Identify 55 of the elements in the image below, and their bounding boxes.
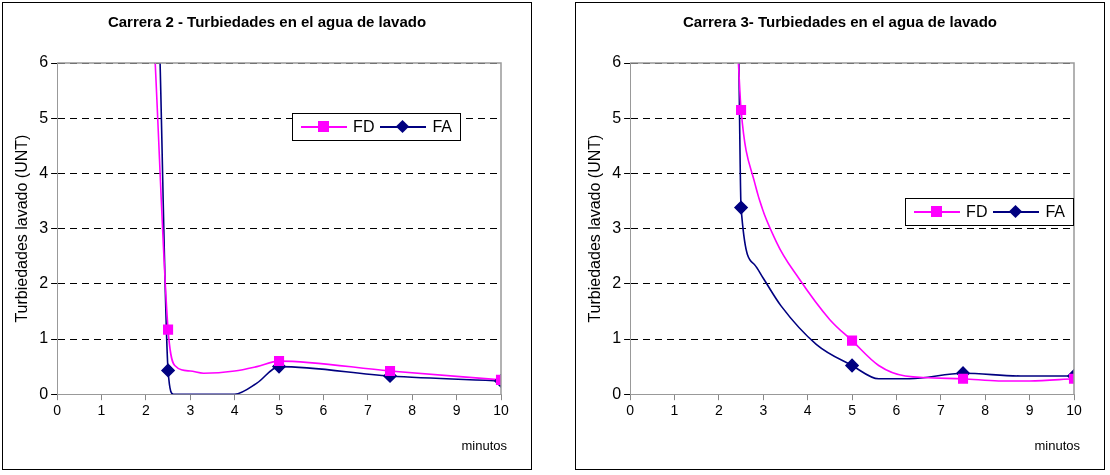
point: [161, 363, 175, 378]
x-axis-title: minutos: [1034, 438, 1080, 453]
x-tick-label: 2: [714, 402, 723, 419]
legend-label: FD: [966, 203, 988, 221]
y-tick-label: 5: [612, 108, 622, 126]
chart-title: Carrera 2 - Turbiedades en el agua de lavado: [106, 13, 428, 30]
x-tick-label: 4: [230, 402, 239, 419]
x-tick-label: 7: [936, 402, 945, 419]
x-tick-label: 1: [97, 402, 106, 419]
point: [274, 356, 285, 367]
chart-title: Carrera 3- Turbiedades en el agua de lavado: [682, 13, 998, 30]
point: [845, 358, 859, 373]
x-tick-label: 8: [408, 402, 417, 419]
y-tick-label: 2: [39, 274, 49, 292]
y-tick-label: 4: [39, 163, 49, 181]
legend-label: FD: [353, 118, 375, 136]
legend-label: FA: [432, 118, 452, 136]
y-tick-label: 6: [612, 53, 622, 71]
x-tick-label: 4: [803, 402, 812, 419]
x-tick-label: 0: [626, 402, 635, 419]
x-tick-label: 9: [452, 402, 461, 419]
y-axis-title: Turbiedades lavado (UNT): [586, 134, 604, 323]
y-tick-label: 0: [39, 384, 49, 402]
point: [957, 373, 969, 384]
point: [736, 104, 747, 115]
y-axis-title: Turbiedades lavado (UNT): [13, 134, 31, 323]
x-tick-label: 6: [319, 402, 328, 419]
y-tick-label: 1: [612, 329, 622, 347]
y-tick-label: 1: [39, 329, 49, 347]
x-tick-label: 6: [892, 402, 901, 419]
x-tick-label: 10: [1066, 402, 1082, 419]
x-tick-label: 8: [981, 402, 990, 419]
x-tick-label: 3: [186, 402, 195, 419]
point: [847, 335, 858, 346]
y-tick-label: 3: [39, 219, 49, 237]
y-tick-label: 5: [39, 108, 49, 126]
x-tick-label: 9: [1025, 402, 1034, 419]
point: [163, 324, 174, 335]
x-tick-label: 10: [493, 402, 509, 419]
y-tick-label: 4: [612, 163, 622, 181]
y-tick-label: 6: [39, 53, 49, 71]
point: [384, 365, 396, 377]
y-tick-label: 2: [612, 274, 622, 292]
x-tick-label: 1: [670, 402, 679, 419]
y-tick-label: 0: [612, 384, 622, 402]
x-tick-label: 0: [53, 402, 62, 419]
x-tick-label: 7: [363, 402, 372, 419]
legend-label: FA: [1045, 203, 1065, 221]
x-axis-title: minutos: [461, 438, 507, 453]
point: [734, 200, 748, 215]
x-tick-label: 3: [759, 402, 768, 419]
y-tick-label: 3: [612, 219, 622, 237]
x-tick-label: 5: [275, 402, 284, 419]
x-tick-label: 2: [141, 402, 150, 419]
x-tick-label: 5: [848, 402, 857, 419]
